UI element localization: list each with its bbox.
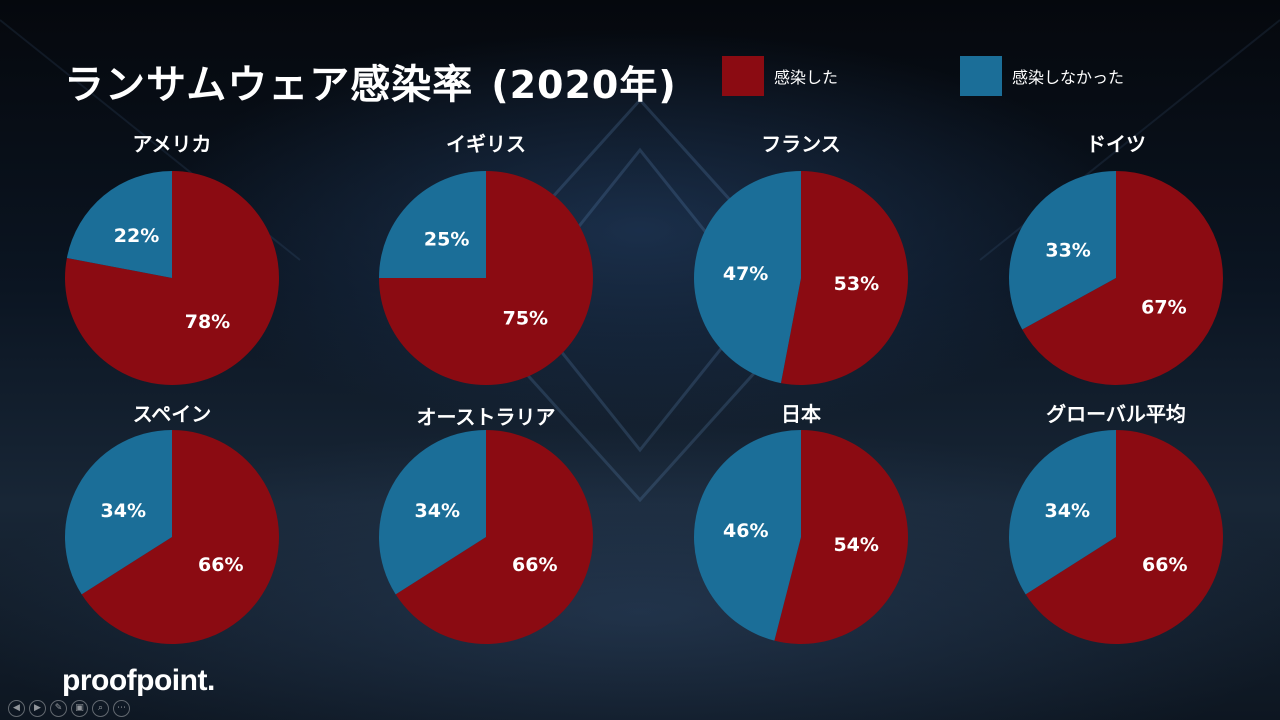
pie-1: 78% 22% [64, 171, 279, 385]
pie-6-slice-not-infected [379, 430, 486, 595]
pie-7-label-infected: 54% [833, 534, 878, 556]
pie-8-title: グローバル平均 [1046, 402, 1186, 426]
pie-6-title: オーストラリア [416, 405, 556, 429]
zoom-icon[interactable]: ⌕ [92, 700, 109, 717]
pie-8: 66% 34% [1009, 430, 1223, 644]
pie-7-slice-not-infected [694, 430, 801, 641]
pie-5: 66% 34% [65, 430, 279, 644]
pie-6-slice-infected [395, 430, 593, 644]
pie-5-label-infected: 66% [198, 554, 243, 576]
pie-1-slice-not-infected [66, 171, 172, 278]
next-icon[interactable]: ▶ [29, 700, 46, 717]
pie-8-slice-not-infected [1009, 430, 1116, 595]
pie-3-title: フランス [761, 132, 841, 156]
legend-swatch-not-infected [960, 56, 1002, 96]
pie-2: 75% 25% [379, 171, 593, 385]
slideshow-toolbar: ◀ ▶ ✎ ▣ ⌕ ⋯ [8, 700, 130, 717]
pie-2-label-infected: 75% [503, 307, 548, 329]
legend-label-not-infected: 感染しなかった [1012, 68, 1125, 87]
slides-icon[interactable]: ▣ [71, 700, 88, 717]
legend-item-infected: 感染した [722, 56, 838, 96]
pen-icon[interactable]: ✎ [50, 700, 67, 717]
title-text: ランサムウェア感染率 [64, 62, 474, 108]
pie-3-slice-infected [780, 171, 908, 385]
legend-label-infected: 感染した [774, 68, 839, 87]
pie-1-label-not-infected: 22% [114, 225, 159, 247]
prev-icon[interactable]: ◀ [8, 700, 25, 717]
pie-4-title: ドイツ [1086, 132, 1146, 156]
pie-7-slice-infected [774, 430, 908, 644]
pie-4: 67% 33% [1009, 171, 1223, 385]
pie-7-label-not-infected: 46% [723, 520, 768, 542]
pie-5-slice-not-infected [65, 430, 172, 595]
pie-1-title: アメリカ [132, 132, 212, 156]
pie-8-slice-infected [1025, 430, 1223, 644]
legend-swatch-infected [722, 56, 764, 96]
pie-4-label-not-infected: 33% [1045, 240, 1090, 262]
pie-2-label-not-infected: 25% [424, 229, 469, 251]
pie-3-label-infected: 53% [834, 273, 879, 295]
pie-5-title: スペイン [132, 402, 212, 426]
pie-4-slice-not-infected [1009, 171, 1116, 330]
pie-5-slice-infected [81, 430, 279, 644]
page-title: ランサムウェア感染率 (2020年) [64, 52, 677, 110]
pie-3-slice-not-infected [694, 171, 801, 384]
pie-6: 66% 34% [379, 430, 593, 644]
pie-1-slice-infected [64, 171, 279, 385]
pie-2-title: イギリス [446, 132, 526, 156]
pie-7: 54% 46% [694, 430, 908, 644]
pie-3-label-not-infected: 47% [723, 263, 768, 285]
pie-4-slice-infected [1022, 171, 1223, 385]
pie-1-label-infected: 78% [185, 311, 230, 333]
pie-2-slice-not-infected [379, 171, 486, 278]
pie-6-label-not-infected: 34% [415, 500, 460, 522]
pie-3: 53% 47% [694, 171, 908, 385]
pie-8-label-infected: 66% [1142, 554, 1187, 576]
more-icon[interactable]: ⋯ [113, 700, 130, 717]
proofpoint-logo: proofpoint. [62, 664, 215, 697]
pie-6-label-infected: 66% [512, 554, 557, 576]
title-year: (2020年) [491, 63, 677, 107]
pie-8-label-not-infected: 34% [1045, 500, 1090, 522]
legend-item-not-infected: 感染しなかった [960, 56, 1124, 96]
pie-5-label-not-infected: 34% [101, 500, 146, 522]
pie-7-title: 日本 [781, 402, 821, 426]
pie-4-label-infected: 67% [1141, 296, 1186, 318]
